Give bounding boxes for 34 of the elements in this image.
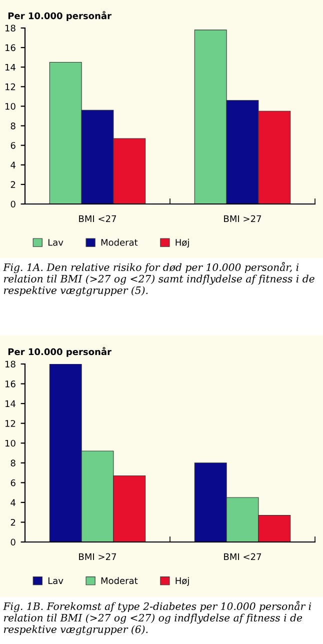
y-axis-title: Per 10.000 personår xyxy=(8,346,112,357)
x-tick-label: BMI <27 xyxy=(224,553,262,560)
y-tick-label: 16 xyxy=(5,44,16,52)
caption: Fig. 1B. Forekomst af type 2-diabetes per 10.000 personår i relation til BMI (>27 og <27) og indflydelse af fitness i de respektive vægtgrupper (6). xyxy=(3,601,312,636)
x-tick-label: BMI <27 xyxy=(79,215,116,222)
y-tick-label: 8 xyxy=(10,122,16,130)
y-tick-label: 14 xyxy=(5,64,16,71)
y-tick-label: 16 xyxy=(5,380,16,388)
y-tick-label: 6 xyxy=(10,479,16,486)
y-tick-label: 2 xyxy=(10,181,16,188)
legend-label: Moderat xyxy=(101,577,138,584)
y-axis-title: Per 10.000 personår xyxy=(8,11,112,21)
y-tick-label: 8 xyxy=(10,460,16,466)
y-tick-label: 0 xyxy=(10,200,16,208)
legend-label: Høj xyxy=(176,238,189,248)
y-tick-label: 2 xyxy=(10,518,16,526)
y-tick-label: 0 xyxy=(10,538,16,546)
y-tick-label: 18 xyxy=(5,360,16,368)
y-tick-label: 4 xyxy=(10,162,16,168)
x-tick-label: BMI >27 xyxy=(79,553,116,560)
legend-label: Høj xyxy=(176,577,189,586)
y-tick-label: 12 xyxy=(5,420,16,427)
legend-label: Moderat xyxy=(101,238,138,246)
x-tick-label: BMI >27 xyxy=(224,215,262,222)
y-tick-label: 14 xyxy=(5,400,16,407)
y-tick-label: 4 xyxy=(10,499,16,506)
legend-label: Lav xyxy=(48,239,64,246)
caption: Fig. 1A. Den relative risiko for død per 10.000 personår, i relation til BMI (>27 og <27) samt indflydelse af fitness i de respektive vægtgrupper (5). xyxy=(3,262,314,296)
y-tick-label: 12 xyxy=(5,83,16,90)
y-tick-label: 10 xyxy=(5,102,16,110)
y-tick-label: 6 xyxy=(10,142,16,149)
y-tick-label: 18 xyxy=(5,24,16,32)
y-tick-label: 10 xyxy=(5,440,16,447)
legend-label: Lav xyxy=(48,577,64,584)
